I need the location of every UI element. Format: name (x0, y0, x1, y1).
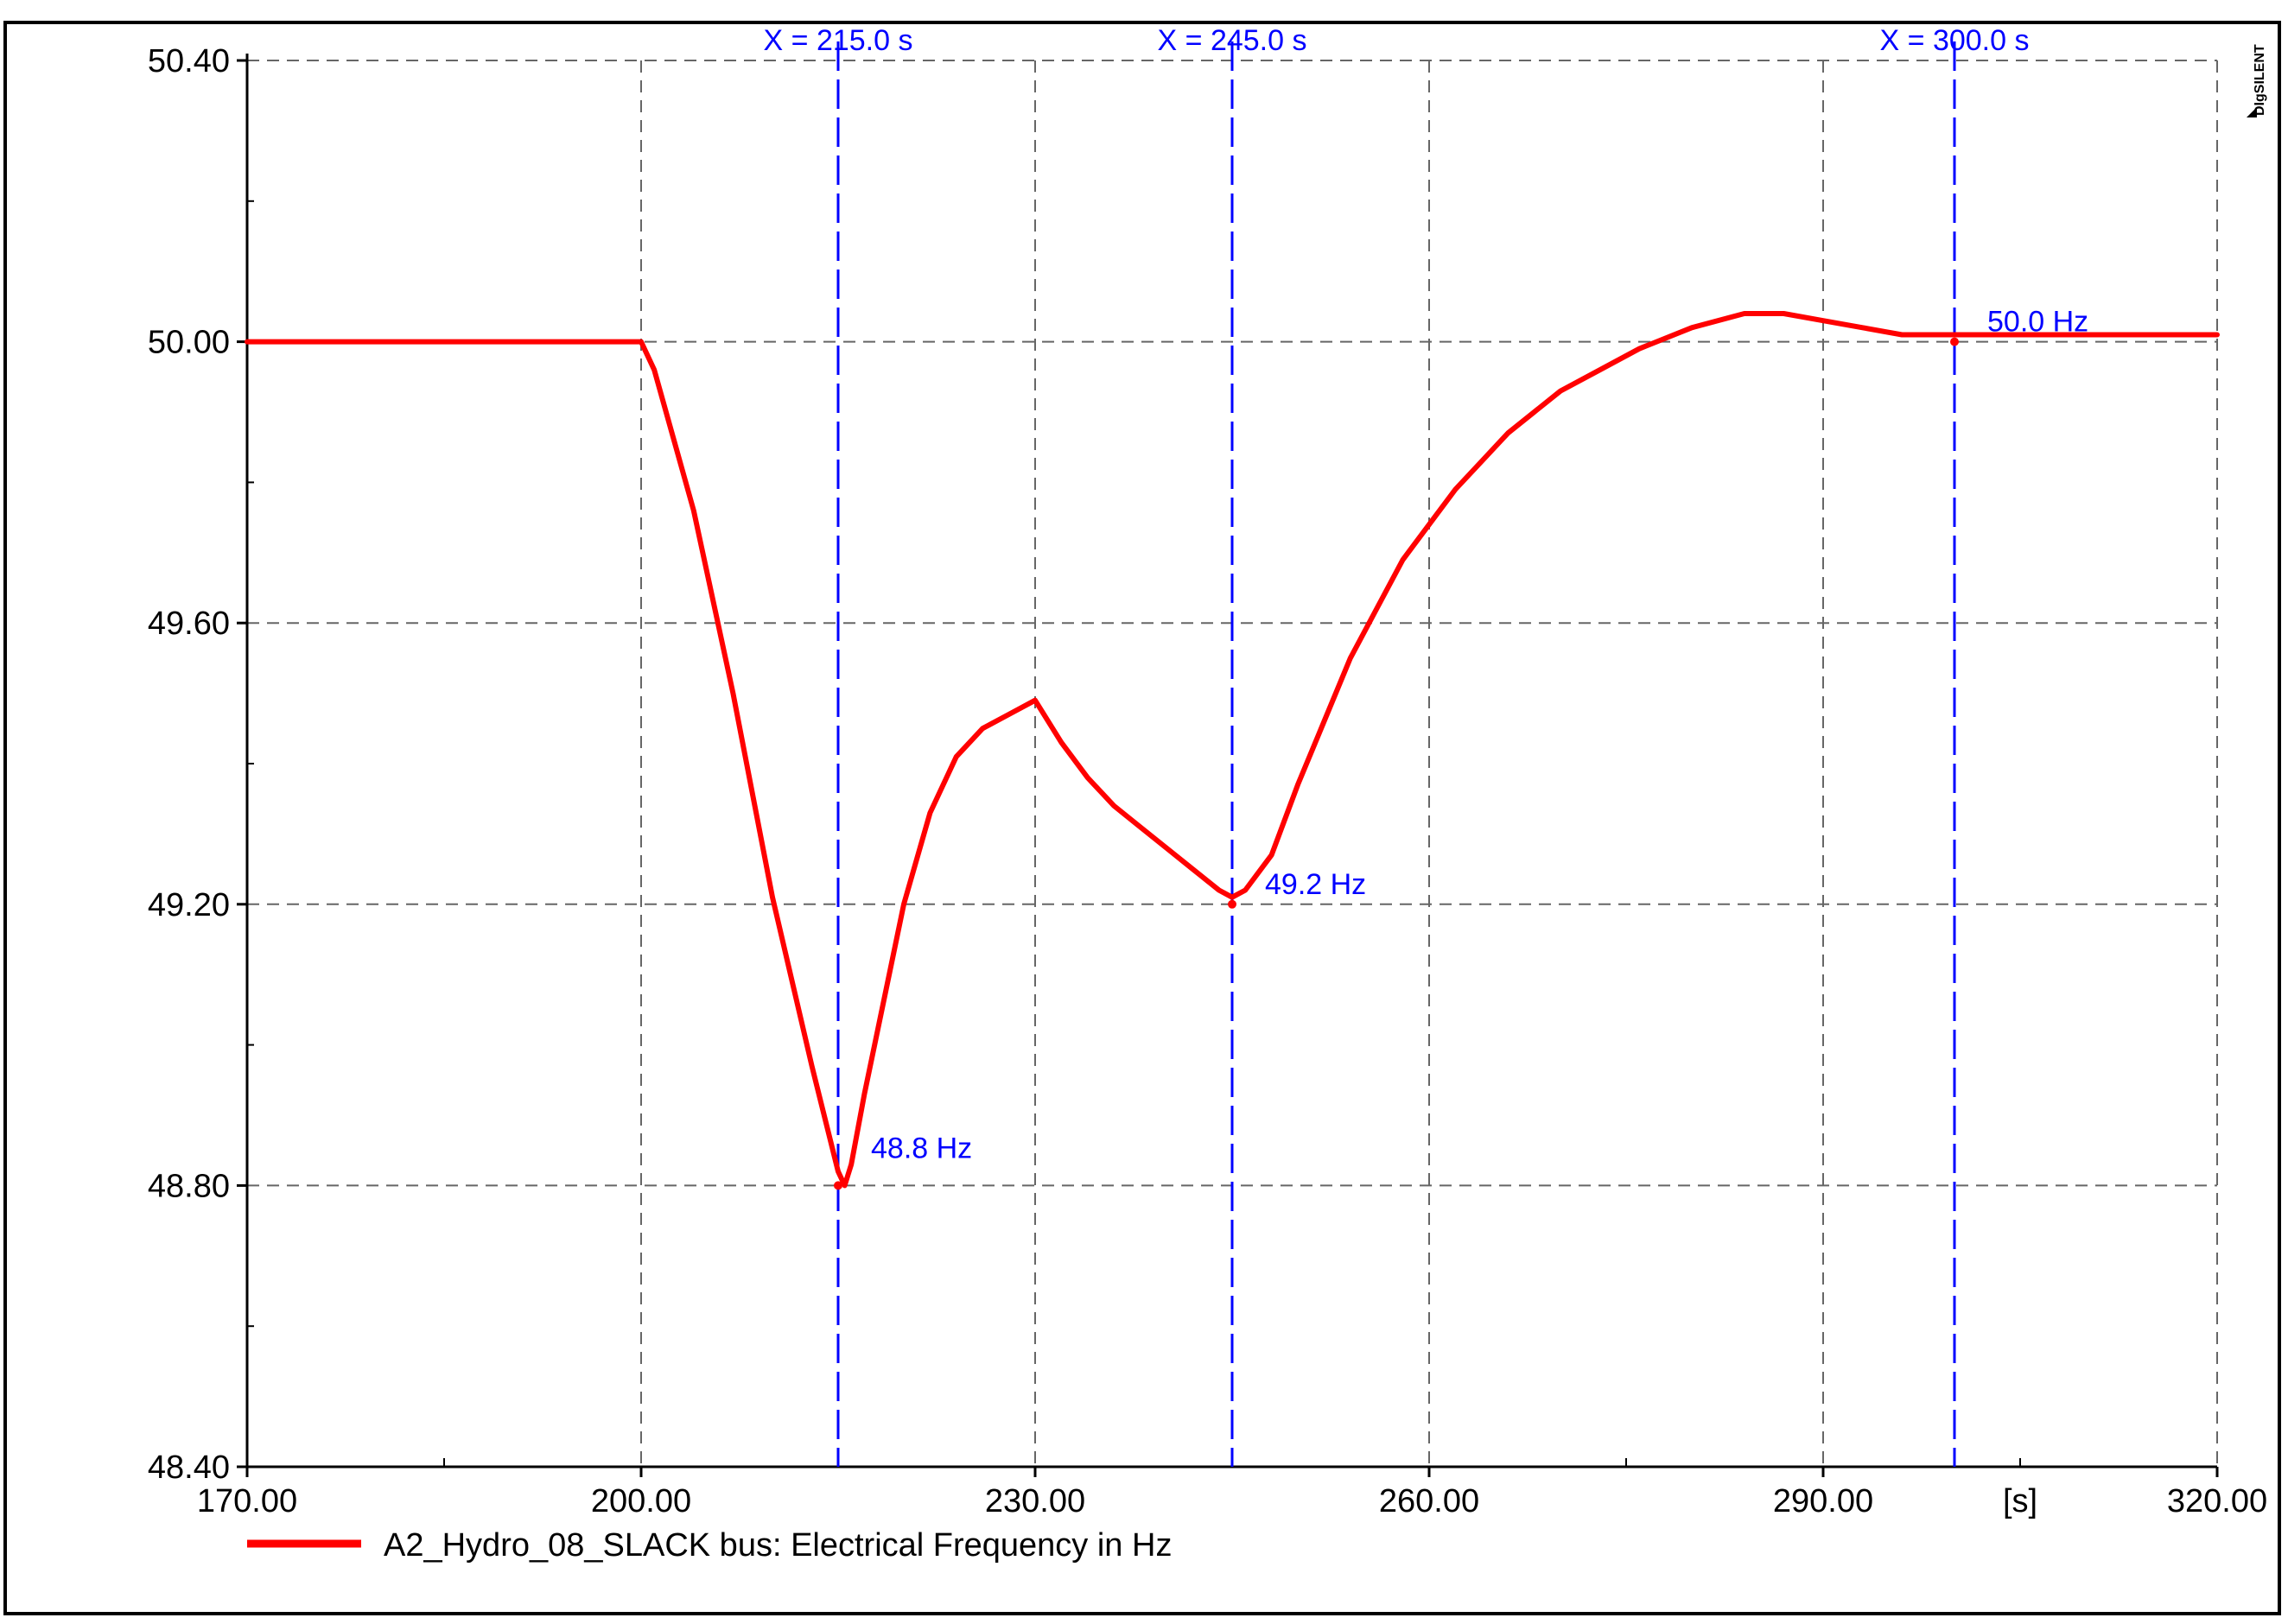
outer-frame (3, 21, 2281, 1615)
cursor-value-label: 49.2 Hz (1265, 868, 1366, 901)
cursor-marker (1228, 899, 1236, 909)
cursor-marker (1950, 337, 1959, 346)
brand-logo: DIgSILENT (2247, 44, 2267, 117)
x-tick-label: 290.00 (1773, 1483, 1873, 1519)
x-tick-label: 320.00 (2167, 1483, 2267, 1519)
cursors (836, 41, 1956, 1467)
tick-labels: 170.00 200.00 230.00 260.00 290.00 320.00 [s] 4… (148, 43, 2267, 1519)
cursor-marker (834, 1181, 842, 1190)
y-tick-label: 49.20 (148, 887, 230, 923)
x-tick-label: 170.00 (197, 1483, 297, 1519)
y-tick-label: 48.80 (148, 1168, 230, 1204)
legend-label: A2_Hydro_08_SLACK bus: Electrical Freque… (384, 1527, 1172, 1564)
x-tick-label: 260.00 (1379, 1483, 1479, 1519)
y-tick-label: 48.40 (148, 1450, 230, 1486)
cursor-x-label: X = 245.0 s (1158, 24, 1307, 57)
series (245, 311, 2220, 1189)
x-unit-label: [s] (2003, 1483, 2037, 1519)
x-tick-label: 230.00 (985, 1483, 1085, 1519)
x-tick-label: 200.00 (591, 1483, 691, 1519)
y-tick-label: 50.40 (148, 43, 230, 79)
y-tick-label: 50.00 (148, 325, 230, 361)
cursor-value-label: 48.8 Hz (871, 1132, 972, 1164)
brand-text: DIgSILENT (2253, 44, 2267, 116)
y-tick-label: 49.60 (148, 606, 230, 642)
series-line (245, 311, 2220, 1189)
legend: A2_Hydro_08_SLACK bus: Electrical Freque… (247, 1527, 1172, 1564)
brand-triangle-icon (2247, 107, 2257, 117)
cursor-value-label: 50.0 Hz (1987, 306, 2088, 339)
cursor-x-label: X = 300.0 s (1880, 24, 2030, 57)
axes (237, 54, 2219, 1477)
cursor-annotations: X = 215.0 s X = 245.0 s X = 300.0 s 48.8 Hz… (764, 24, 2088, 1190)
cursor-x-label: X = 215.0 s (764, 24, 913, 57)
